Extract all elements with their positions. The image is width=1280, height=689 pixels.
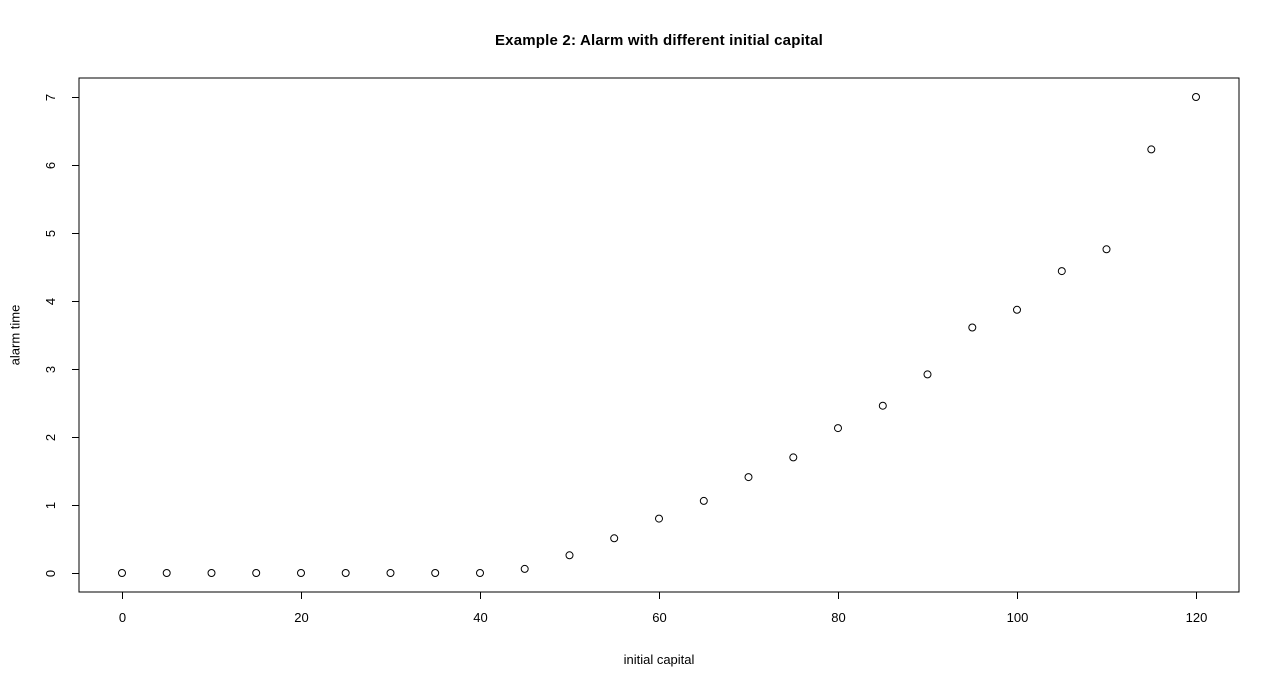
y-axis-tick-label: 4 [43,298,58,305]
data-point [341,569,350,577]
y-axis-tick-label: 1 [43,502,58,509]
data-point [118,569,126,577]
data-point [789,453,798,462]
y-axis-tick-label: 2 [43,434,58,441]
y-axis-tick-label: 5 [43,230,58,237]
x-axis-title: initial capital [623,652,695,667]
data-point [476,569,484,577]
data-point [699,496,708,505]
data-point [655,514,663,523]
x-axis-tick-label: 80 [831,610,845,625]
data-point [1102,245,1111,254]
data-point [834,424,842,433]
y-axis-tick-label: 3 [43,366,58,373]
data-point [923,370,932,379]
data-point [520,564,529,573]
data-point [162,569,171,577]
y-axis-tick-label: 0 [43,570,58,577]
data-point [968,323,977,332]
data-point [252,569,261,577]
x-axis-tick-label: 40 [473,610,487,625]
x-axis-tick-label: 0 [119,610,126,625]
chart-title: Example 2: Alarm with different initial … [494,32,824,49]
data-point [565,551,574,560]
data-point [431,569,440,577]
data-point [207,569,216,577]
data-point [1147,145,1156,154]
x-axis-tick-label: 20 [294,610,308,625]
data-point [1013,305,1021,314]
x-axis-tick-label: 100 [1007,610,1029,625]
data-point [386,569,395,577]
data-point [1192,93,1200,101]
x-axis-tick-label: 120 [1186,610,1208,625]
data-point [610,534,619,543]
data-point [744,473,753,482]
data-point [878,401,887,410]
data-point [297,569,305,577]
y-axis-tick-label: 7 [43,94,58,101]
x-axis-tick-label: 60 [652,610,666,625]
data-point [1057,267,1066,276]
y-axis-tick-label: 6 [43,162,58,169]
